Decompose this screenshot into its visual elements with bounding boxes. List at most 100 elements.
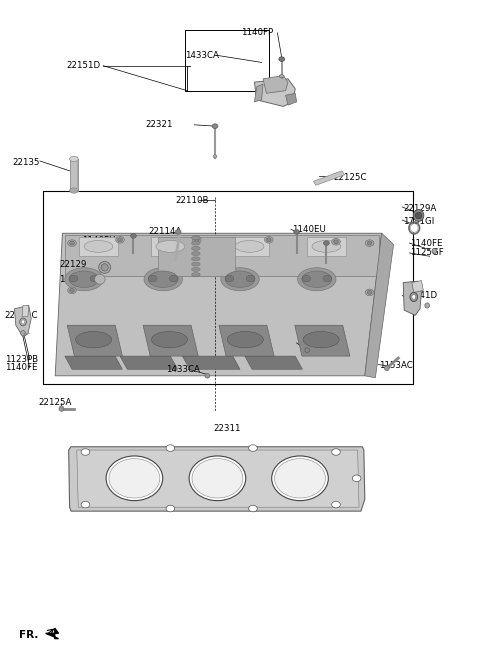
Polygon shape: [263, 76, 288, 93]
Ellipse shape: [264, 237, 273, 243]
Ellipse shape: [192, 459, 243, 498]
Ellipse shape: [302, 275, 311, 282]
Ellipse shape: [68, 287, 76, 294]
Ellipse shape: [367, 241, 372, 245]
Text: 1123PB: 1123PB: [5, 355, 38, 364]
Ellipse shape: [332, 501, 340, 508]
Polygon shape: [254, 79, 295, 106]
Ellipse shape: [148, 271, 178, 288]
Ellipse shape: [312, 240, 341, 252]
Polygon shape: [22, 306, 29, 317]
Polygon shape: [219, 325, 274, 356]
Text: 1433CA: 1433CA: [166, 365, 200, 374]
Polygon shape: [365, 233, 394, 378]
Polygon shape: [403, 281, 421, 315]
Ellipse shape: [294, 230, 300, 235]
Ellipse shape: [279, 74, 284, 78]
Ellipse shape: [81, 501, 90, 508]
Ellipse shape: [332, 449, 340, 455]
Ellipse shape: [70, 156, 78, 162]
Polygon shape: [182, 356, 240, 369]
Ellipse shape: [192, 237, 201, 243]
Text: 1140EU: 1140EU: [292, 225, 326, 234]
Polygon shape: [79, 237, 118, 256]
Ellipse shape: [101, 264, 108, 271]
Ellipse shape: [118, 238, 122, 242]
Ellipse shape: [21, 320, 25, 324]
Polygon shape: [254, 84, 263, 102]
Text: 1571RC: 1571RC: [198, 248, 231, 258]
Ellipse shape: [298, 268, 336, 291]
Ellipse shape: [95, 275, 105, 284]
Ellipse shape: [65, 268, 103, 291]
Ellipse shape: [69, 271, 99, 288]
Polygon shape: [77, 450, 359, 507]
Text: 22341C: 22341C: [5, 311, 38, 320]
Ellipse shape: [275, 459, 325, 498]
Polygon shape: [67, 325, 122, 356]
Text: 22129A: 22129A: [403, 204, 436, 213]
Text: 22114A: 22114A: [149, 227, 182, 237]
Ellipse shape: [84, 240, 113, 252]
Ellipse shape: [249, 505, 257, 512]
Text: 22135: 22135: [12, 158, 39, 168]
Ellipse shape: [324, 240, 329, 246]
Ellipse shape: [194, 238, 199, 242]
Ellipse shape: [352, 475, 361, 482]
Ellipse shape: [212, 124, 218, 129]
Ellipse shape: [235, 240, 264, 252]
Ellipse shape: [106, 456, 163, 501]
Ellipse shape: [415, 212, 422, 219]
Polygon shape: [143, 325, 198, 356]
Text: 1125GF: 1125GF: [410, 248, 444, 258]
Ellipse shape: [205, 373, 210, 378]
Text: 22311: 22311: [214, 424, 241, 433]
Ellipse shape: [413, 210, 424, 221]
Polygon shape: [65, 356, 122, 369]
Ellipse shape: [59, 406, 64, 411]
Ellipse shape: [272, 456, 328, 501]
Ellipse shape: [76, 332, 111, 348]
Polygon shape: [120, 356, 178, 369]
Ellipse shape: [98, 261, 110, 273]
Polygon shape: [286, 93, 297, 105]
Ellipse shape: [192, 241, 200, 245]
Ellipse shape: [365, 240, 374, 246]
Text: 1140FH: 1140FH: [82, 236, 115, 245]
Ellipse shape: [412, 294, 416, 300]
Ellipse shape: [68, 240, 76, 246]
Ellipse shape: [169, 275, 178, 282]
Polygon shape: [62, 233, 382, 246]
Ellipse shape: [303, 332, 339, 348]
Text: 1601DG: 1601DG: [59, 275, 95, 284]
Ellipse shape: [266, 238, 271, 242]
Ellipse shape: [246, 275, 255, 282]
Text: FR.: FR.: [19, 630, 38, 641]
Bar: [43, 191, 413, 384]
Ellipse shape: [90, 275, 99, 282]
Text: 1140FP: 1140FP: [241, 28, 274, 37]
Text: 1140MA: 1140MA: [307, 248, 343, 258]
Polygon shape: [46, 628, 59, 639]
Ellipse shape: [81, 449, 90, 455]
Polygon shape: [158, 237, 235, 276]
Ellipse shape: [116, 237, 124, 243]
Ellipse shape: [20, 318, 26, 326]
Ellipse shape: [70, 188, 78, 193]
Polygon shape: [295, 325, 350, 356]
Ellipse shape: [152, 332, 188, 348]
Ellipse shape: [69, 275, 78, 282]
Ellipse shape: [192, 257, 200, 261]
Ellipse shape: [70, 288, 74, 292]
Ellipse shape: [225, 271, 255, 288]
Polygon shape: [307, 237, 346, 256]
Ellipse shape: [410, 292, 418, 302]
Text: 1573GE: 1573GE: [298, 339, 332, 348]
Ellipse shape: [166, 445, 175, 451]
Ellipse shape: [367, 290, 372, 294]
Ellipse shape: [279, 57, 285, 62]
Ellipse shape: [192, 273, 200, 277]
Ellipse shape: [365, 289, 374, 296]
Text: 22321: 22321: [145, 120, 173, 129]
Polygon shape: [14, 306, 31, 337]
